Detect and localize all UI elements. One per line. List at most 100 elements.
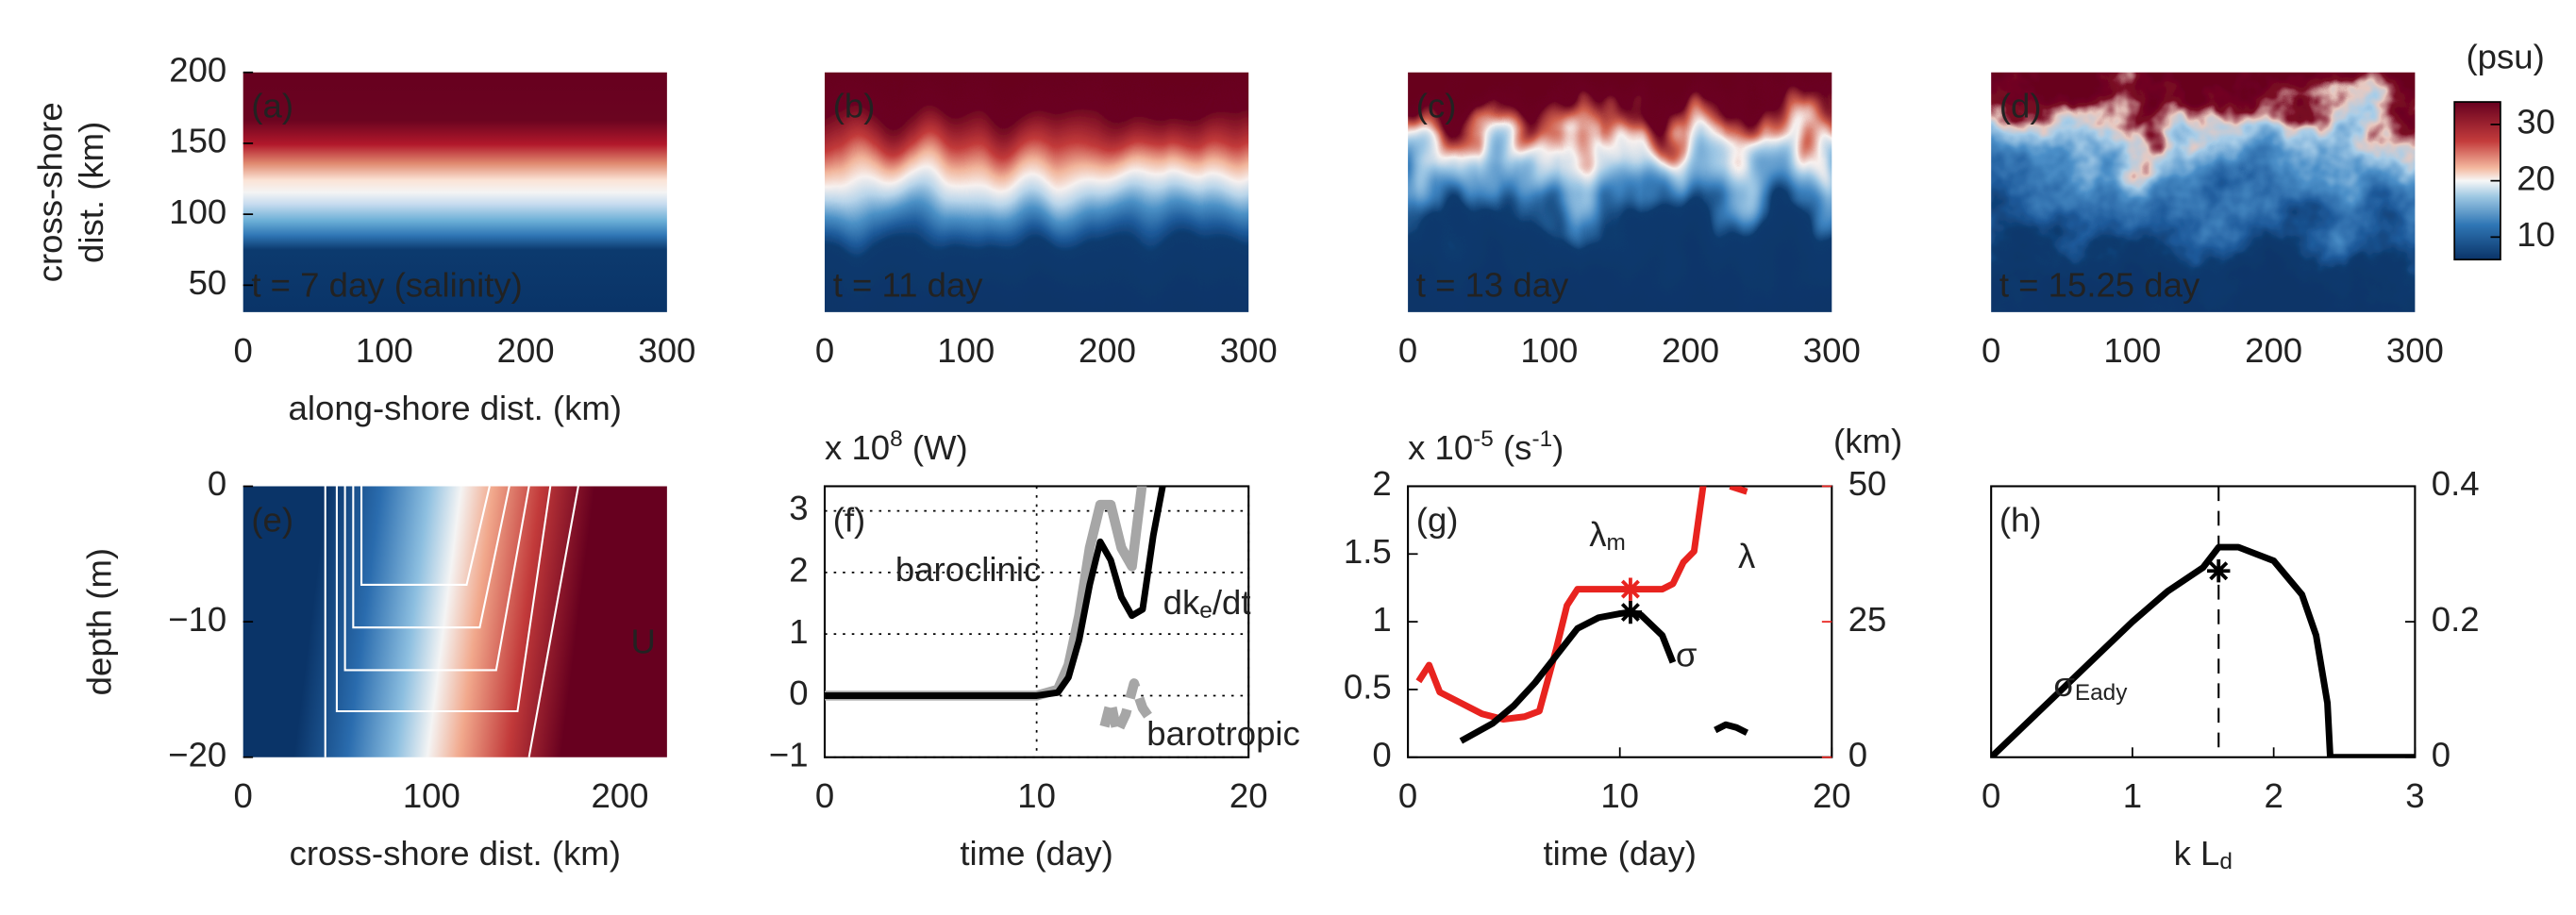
x-axis-label: k Ld	[2174, 834, 2233, 874]
axes-frame	[1990, 485, 2417, 758]
series-line	[1415, 486, 1748, 724]
y-tick-label: 1.5	[1344, 532, 1392, 571]
annotation: t = 11 day	[833, 265, 984, 304]
x-axis-label: time (day)	[960, 834, 1112, 873]
y-axis-unit-part: -5	[1473, 426, 1494, 452]
panel-label: (h)	[1999, 500, 2042, 539]
series-label-part: e	[1199, 597, 1213, 623]
x-tick-label: 300	[638, 331, 695, 370]
y-tick-label: −20	[168, 735, 226, 774]
y-axis-label: depth (m)	[80, 548, 119, 695]
marker	[1618, 600, 1643, 624]
y-tick-label: 10	[2517, 215, 2555, 254]
y-axis-unit-part: (W)	[903, 428, 968, 467]
x-axis-label: time (day)	[1543, 834, 1696, 873]
field-image	[1991, 72, 2416, 312]
y-tick-label: 0	[1372, 735, 1391, 774]
series-label: dke/dt	[1163, 582, 1251, 623]
series-label-part: baroclinic	[895, 550, 1041, 589]
series-label: baroclinic	[895, 550, 1041, 589]
series-line	[1099, 678, 1156, 738]
series-line	[1459, 608, 1749, 744]
annotation: t = 13 day	[1416, 265, 1569, 304]
x-tick-label: 100	[1520, 331, 1578, 370]
series-label-part: Eady	[2075, 680, 2128, 706]
y-tick-label: 2	[789, 551, 808, 590]
y2-tick-label: 0	[1848, 735, 1867, 774]
y-tick-label: 0	[208, 464, 226, 503]
panel-label: (c)	[1416, 87, 1457, 125]
series-label: λ	[1738, 537, 1755, 575]
field-image	[243, 72, 667, 312]
x-tick-label: 20	[1813, 776, 1851, 815]
annotation: U	[631, 622, 656, 660]
marker	[2207, 559, 2231, 583]
marker-label: λm	[1589, 515, 1626, 556]
panel-label: (e)	[251, 500, 293, 539]
y-axis-unit-part: )	[1552, 428, 1564, 467]
panel-label: (f)	[833, 500, 866, 539]
x-axis-label: cross-shore dist. (km)	[290, 834, 621, 873]
x-tick-label: 0	[1982, 331, 2000, 370]
marker-label-part: λ	[1589, 515, 1606, 554]
series-label-part: σ	[1676, 635, 1698, 674]
y-tick-label: 50	[189, 263, 227, 302]
field	[1991, 72, 2416, 312]
x-axis-label: along-shore dist. (km)	[289, 389, 622, 427]
series-label: σ	[1676, 635, 1698, 674]
y-tick-label: 0.5	[1344, 668, 1392, 707]
x-tick-label: 10	[1017, 776, 1056, 815]
contour	[335, 486, 552, 713]
x-tick-label: 3	[2405, 776, 2424, 815]
series-label-part: λ	[1738, 537, 1755, 575]
series-line	[1991, 543, 2416, 757]
contour	[343, 486, 530, 672]
marker-label-part: m	[1607, 530, 1626, 556]
series-line	[825, 486, 1166, 699]
series-label: σEady	[2053, 665, 2128, 706]
y-tick-label: 0	[789, 674, 808, 712]
x-tick-label: 200	[497, 331, 555, 370]
x-tick-label: 100	[937, 331, 995, 370]
y-axis-unit-part: 8	[890, 426, 903, 452]
y-axis-unit-part: -1	[1531, 426, 1552, 452]
x-tick-label: 200	[1662, 331, 1719, 370]
field-image	[1408, 72, 1832, 312]
x-tick-label: 0	[234, 776, 253, 815]
y-tick-label: 3	[789, 489, 808, 527]
series-label-part: dk	[1163, 582, 1200, 621]
y-tick-label: 1	[1372, 600, 1391, 639]
x-tick-label: 300	[2386, 331, 2444, 370]
x-tick-label: 0	[1398, 331, 1417, 370]
y-axis-label: cross-shore	[30, 102, 69, 282]
series-label-part: barotropic	[1146, 714, 1300, 753]
y-tick-label: 20	[2517, 158, 2555, 197]
contour	[360, 486, 491, 586]
annotation: t = 7 day (salinity)	[251, 265, 522, 304]
y-tick-label: −1	[769, 735, 809, 774]
y-axis-unit-part: (s	[1494, 428, 1532, 467]
axes-frame	[1407, 485, 1833, 758]
x-tick-label: 10	[1600, 776, 1639, 815]
field-image	[825, 72, 1249, 312]
y2-axis-unit: (km)	[1833, 422, 1902, 460]
field	[243, 72, 667, 312]
x-tick-label: 20	[1229, 776, 1268, 815]
y-tick-label: 1	[789, 612, 808, 651]
series-label-part: /dt	[1213, 582, 1251, 621]
panel-label: (g)	[1416, 500, 1459, 539]
y-axis-label: dist. (km)	[72, 122, 110, 263]
x-tick-label: 0	[815, 331, 834, 370]
y-tick-label: 2	[1372, 464, 1391, 503]
x-tick-label: 200	[1079, 331, 1136, 370]
series-label: barotropic	[1146, 714, 1300, 753]
x-tick-label: 0	[1982, 776, 2000, 815]
y-tick-label: 0.2	[2432, 600, 2480, 639]
x-tick-label: 0	[234, 331, 253, 370]
contours	[324, 486, 579, 757]
y2-tick-label: 50	[1848, 464, 1887, 503]
y-axis-unit-part: x 10	[1408, 428, 1473, 467]
y2-tick-label: 25	[1848, 600, 1887, 639]
